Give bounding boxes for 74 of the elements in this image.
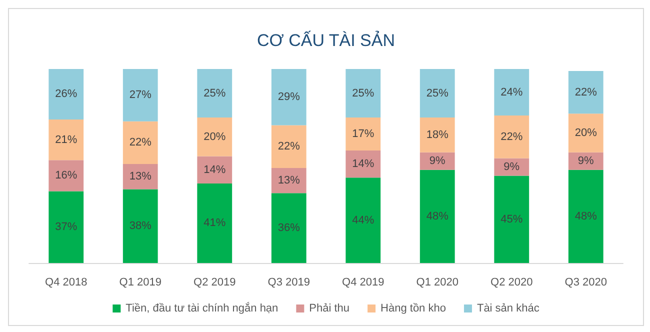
bar: [271, 168, 306, 194]
data-label: 13%: [129, 170, 152, 183]
bar: [494, 116, 530, 158]
bar: [197, 118, 232, 156]
data-label: 25%: [352, 87, 374, 100]
bar: [271, 125, 306, 168]
bar: [494, 69, 530, 116]
data-label: 14%: [204, 164, 226, 176]
data-label: 22%: [278, 140, 300, 153]
bar: [48, 191, 84, 263]
chart-title: CƠ CẤU TÀI SẢN: [256, 30, 396, 50]
x-tick-label: Q2 2020: [490, 276, 533, 288]
legend-label: Hàng tồn kho: [380, 302, 446, 314]
bar: [48, 119, 84, 160]
data-label: 22%: [574, 86, 598, 98]
bar: [197, 69, 232, 118]
x-tick-label: Q3 2020: [564, 276, 607, 288]
data-label: 27%: [129, 89, 152, 102]
bar: [197, 183, 232, 263]
data-label: 41%: [204, 217, 226, 230]
data-label: 14%: [352, 158, 374, 170]
bar: [122, 121, 158, 164]
x-tick-label: Q2 2019: [194, 276, 236, 288]
bar: [346, 178, 381, 263]
bar: [271, 69, 306, 126]
bar: [122, 189, 158, 263]
data-label: 25%: [426, 87, 449, 100]
data-label: 25%: [204, 87, 226, 100]
bar: [48, 160, 84, 192]
legend-label: Tiền, đầu tư tài chính ngắn hạn: [126, 302, 278, 314]
x-tick-label: Q4 2018: [45, 276, 88, 288]
data-label: 44%: [352, 214, 374, 226]
data-label: 17%: [352, 128, 374, 140]
data-label: 29%: [278, 91, 300, 104]
bar: [420, 170, 455, 263]
bar: [568, 70, 604, 114]
data-label: 36%: [278, 222, 300, 234]
bar: [48, 69, 84, 120]
data-label: 9%: [578, 155, 594, 168]
legend-label: Tài sản khác: [476, 302, 540, 314]
bar: [197, 156, 232, 184]
data-label: 45%: [500, 213, 523, 226]
data-label: 20%: [574, 127, 598, 140]
data-label: 26%: [55, 88, 78, 100]
data-label: 16%: [55, 170, 78, 182]
x-tick-label: Q4 2019: [342, 276, 384, 288]
data-label: 22%: [500, 130, 523, 143]
data-label: 22%: [129, 136, 152, 149]
bar: [420, 69, 455, 118]
bar: [122, 164, 158, 190]
bar: [420, 118, 455, 152]
legend-label: Phải thu: [309, 302, 350, 314]
data-label: 24%: [500, 86, 523, 98]
x-tick-label: Q1 2019: [119, 276, 162, 288]
bar: [346, 118, 381, 150]
data-label: 18%: [426, 128, 449, 141]
data-label: 37%: [55, 221, 78, 234]
data-label: 38%: [129, 220, 152, 232]
bar: [346, 150, 381, 178]
data-label: 13%: [278, 174, 300, 187]
bar: [568, 170, 604, 263]
bar: [346, 69, 381, 118]
data-label: 21%: [55, 134, 78, 146]
data-label: 48%: [574, 210, 598, 222]
bar: [271, 193, 306, 263]
x-tick-label: Q1 2020: [416, 276, 458, 288]
data-label: 9%: [504, 160, 520, 173]
bar: [568, 114, 604, 152]
bar: [494, 176, 530, 263]
bar: [122, 69, 158, 122]
data-label: 9%: [429, 155, 446, 168]
data-label: 48%: [426, 210, 449, 222]
data-label: 20%: [204, 130, 226, 143]
x-tick-label: Q3 2019: [268, 276, 310, 288]
